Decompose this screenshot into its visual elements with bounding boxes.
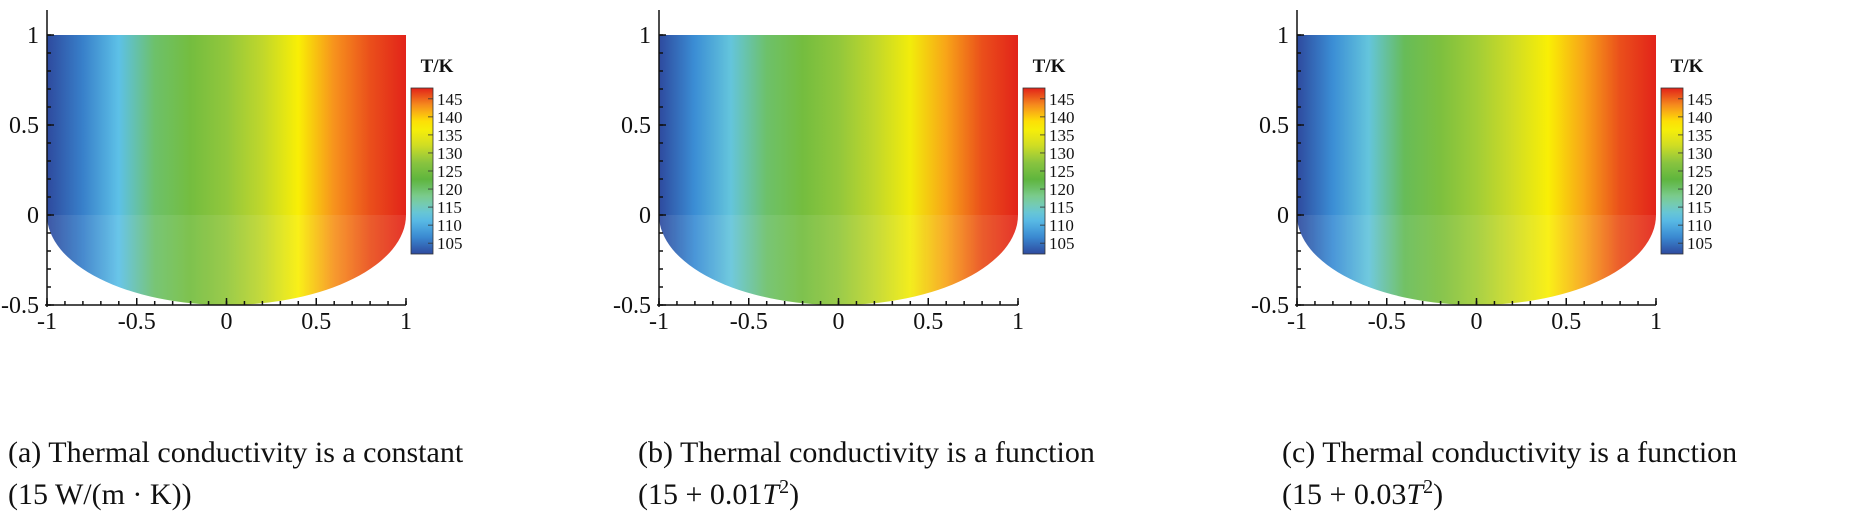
caption-a-label: (a)	[8, 436, 42, 469]
chart-b: -0.500.51-1 -0.5 0 0.5 1T/K14514013513012512…	[613, 10, 1075, 335]
colorbar-tick-label: 135	[1049, 126, 1075, 145]
caption-b-line1: Thermal conductivity is a function	[679, 436, 1095, 469]
x-tick-label: 0.5	[301, 309, 331, 335]
y-tick-label: 0	[27, 203, 39, 229]
x-tick-label: 1	[1012, 309, 1024, 335]
x-tick-label: 1	[1650, 309, 1662, 335]
x-tick-label: 0	[221, 309, 233, 335]
colorbar-title: T/K	[421, 56, 454, 77]
colorbar-tick-label: 110	[1049, 216, 1074, 235]
chart-c: -0.500.51-1 -0.5 0 0.5 1T/K14514013513012512…	[1251, 10, 1713, 335]
caption-a: (a) Thermal conductivity is a constant (…	[8, 432, 463, 516]
temperature-field	[47, 35, 406, 305]
colorbar-tick-label: 105	[1687, 234, 1713, 253]
axes	[45, 10, 407, 307]
bottom-shading	[1297, 215, 1656, 305]
temperature-field	[659, 35, 1018, 305]
colorbar-tick-label: 135	[437, 126, 463, 145]
caption-b-label: (b)	[638, 436, 673, 469]
axes	[1295, 10, 1657, 307]
caption-c-line2-var: T	[1406, 478, 1424, 511]
axes	[657, 10, 1019, 307]
caption-b-line2-var: T	[762, 478, 780, 511]
y-tick-label: 1	[1277, 23, 1289, 49]
x-tick-label: -1	[649, 309, 669, 335]
colorbar-tick-label: 145	[1687, 90, 1713, 109]
x-tick-label: 0.5	[1551, 309, 1581, 335]
x-tick-label: -0.5	[1368, 309, 1406, 335]
colorbar-tick-label: 130	[437, 144, 463, 163]
colorbar-tick-label: 110	[437, 216, 462, 235]
caption-c-line2-suffix: )	[1433, 478, 1444, 511]
colorbar-tick-label: 140	[437, 108, 463, 127]
x-tick-label: 0.5	[913, 309, 943, 335]
temperature-field	[1297, 35, 1656, 305]
caption-c-line2-exp: 2	[1423, 476, 1434, 498]
colorbar-tick-label: 145	[437, 90, 463, 109]
caption-c-line2: (15 + 0.03T2)	[1282, 474, 1737, 516]
y-tick-label: 0.5	[621, 113, 651, 139]
y-tick-label: 0	[639, 203, 651, 229]
caption-a-line2: (15 W/(m · K))	[8, 478, 192, 511]
bottom-shading	[659, 215, 1018, 305]
colorbar-title: T/K	[1033, 56, 1066, 77]
colorbar-tick-label: 135	[1687, 126, 1713, 145]
colorbar-tick-label: 130	[1687, 144, 1713, 163]
colorbar-tick-label: 115	[1049, 198, 1074, 217]
caption-a-line1: Thermal conductivity is a constant	[48, 436, 464, 469]
x-tick-label: 0	[1471, 309, 1483, 335]
colorbar-tick-label: 145	[1049, 90, 1075, 109]
x-tick-label: -1	[37, 309, 57, 335]
colorbar-tick-label: 120	[1049, 180, 1075, 199]
x-tick-label: -0.5	[730, 309, 768, 335]
colorbar-title: T/K	[1671, 56, 1704, 77]
panel-b: -0.5 0 0.5 1 -1 -0.5 0 0.5 1 T/K 145 140 135 130 125 12…	[612, 0, 1212, 525]
x-tick-label: 1	[400, 309, 412, 335]
bottom-shading	[47, 215, 406, 305]
y-tick-label: 0.5	[1259, 113, 1289, 139]
caption-b-line2: (15 + 0.01T2)	[638, 474, 1095, 516]
caption-c: (c) Thermal conductivity is a function (…	[1282, 432, 1737, 516]
y-tick-label: 0	[1277, 203, 1289, 229]
colorbar-tick-label: 140	[1687, 108, 1713, 127]
colorbar-tick-label: 125	[1049, 162, 1075, 181]
caption-b-line2-exp: 2	[779, 476, 790, 498]
colorbar-tick-label: 120	[1687, 180, 1713, 199]
y-tick-label: 1	[27, 23, 39, 49]
caption-c-label: (c)	[1282, 436, 1316, 469]
colorbar-tick-label: 125	[1687, 162, 1713, 181]
panel-a: -0.5 0 0.5 1 -1 -0.5 0 0.5 1 T/K 145 140 135 130 125 12…	[0, 0, 600, 525]
colorbar-tick-label: 115	[437, 198, 462, 217]
colorbar-tick-label: 140	[1049, 108, 1075, 127]
panel-c: -0.5 0 0.5 1 -1 -0.5 0 0.5 1 T/K 145 140 135 130 125 12…	[1250, 0, 1850, 525]
caption-b-line2-prefix: (15 + 0.01	[638, 478, 763, 511]
caption-c-line1: Thermal conductivity is a function	[1322, 436, 1738, 469]
y-tick-label: -0.5	[613, 293, 651, 319]
x-tick-label: 0	[833, 309, 845, 335]
caption-b: (b) Thermal conductivity is a function (…	[638, 432, 1095, 516]
colorbar-tick-label: 115	[1687, 198, 1712, 217]
chart-a: -0.500.51-1 -0.5 0 0.5 1T/K14514013513012512…	[1, 10, 463, 335]
colorbar-tick-label: 130	[1049, 144, 1075, 163]
colorbar-tick-label: 105	[437, 234, 463, 253]
x-tick-label: -1	[1287, 309, 1307, 335]
colorbar-tick-label: 110	[1687, 216, 1712, 235]
y-tick-label: -0.5	[1251, 293, 1289, 319]
y-tick-label: 0.5	[9, 113, 39, 139]
colorbar-tick-label: 120	[437, 180, 463, 199]
y-tick-label: -0.5	[1, 293, 39, 319]
colorbar-tick-label: 105	[1049, 234, 1075, 253]
y-tick-label: 1	[639, 23, 651, 49]
x-tick-label: -0.5	[118, 309, 156, 335]
caption-c-line2-prefix: (15 + 0.03	[1282, 478, 1407, 511]
caption-b-line2-suffix: )	[789, 478, 800, 511]
colorbar-tick-label: 125	[437, 162, 463, 181]
